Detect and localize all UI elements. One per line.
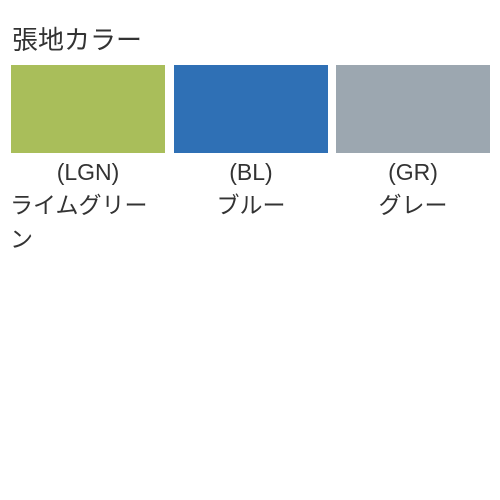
swatch-code: (GR) <box>388 159 438 186</box>
swatch-row: (LGN) ライムグリーン (BL) ブルー (GR) グレー <box>10 65 490 254</box>
color-swatch-lgn <box>11 65 165 153</box>
swatch-code: (LGN) <box>57 159 120 186</box>
swatch-name: ブルー <box>217 186 286 220</box>
swatch-item-lgn: (LGN) ライムグリーン <box>10 65 166 254</box>
swatch-name: ライムグリーン <box>10 186 166 254</box>
swatch-name: グレー <box>379 186 448 220</box>
swatch-item-bl: (BL) ブルー <box>174 65 328 254</box>
section-title: 張地カラー <box>12 20 490 57</box>
color-swatch-gr <box>336 65 490 153</box>
swatch-item-gr: (GR) グレー <box>336 65 490 254</box>
swatch-code: (BL) <box>229 159 272 186</box>
color-swatch-bl <box>174 65 328 153</box>
